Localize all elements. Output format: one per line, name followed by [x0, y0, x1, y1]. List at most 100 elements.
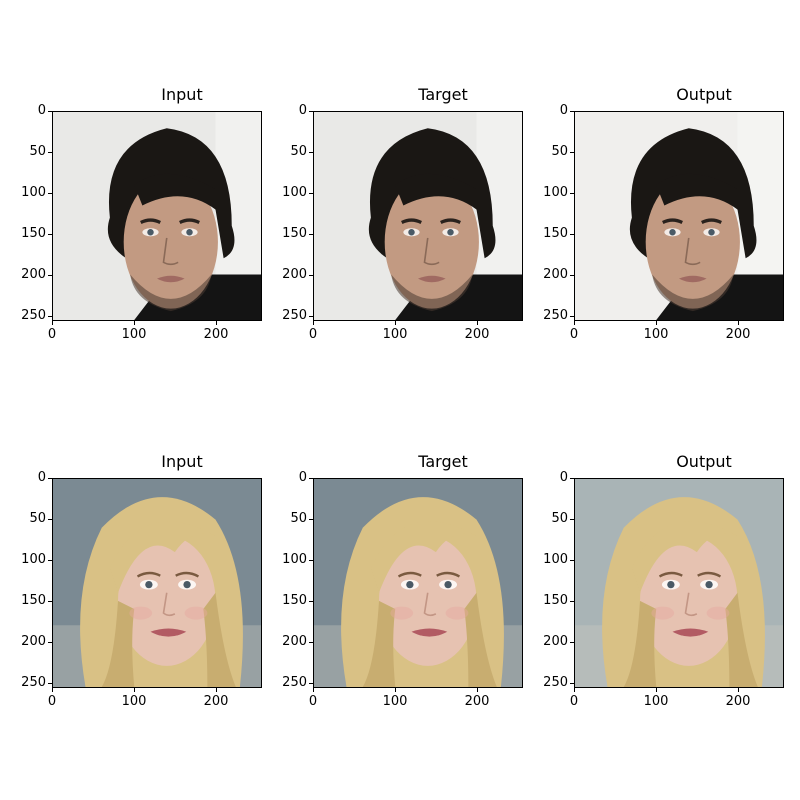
- y-tick-mark: [570, 111, 574, 112]
- x-tick-label: 200: [203, 327, 229, 342]
- y-tick-label: 50: [551, 144, 568, 160]
- x-tick-label: 0: [308, 694, 318, 709]
- panel-r2-target: Target 0 50 100 150 200 250 0 100 200: [282, 452, 573, 748]
- y-tick-mark: [48, 642, 52, 644]
- x-tick-mark: [477, 688, 479, 692]
- y-tick-mark: [570, 560, 574, 562]
- y-tick-mark: [309, 478, 313, 479]
- y-tick-mark: [570, 234, 574, 236]
- y-tick-mark: [309, 111, 313, 112]
- y-tick-label: 250: [282, 675, 307, 691]
- x-tick-label: 100: [382, 327, 408, 342]
- panel-r1-input: Input 0 50 100 150 200 250 0 100 200: [21, 85, 312, 381]
- x-tick-label: 100: [121, 694, 147, 709]
- y-tick-mark: [48, 275, 52, 277]
- y-tick-mark: [48, 234, 52, 236]
- x-tick-label: 100: [382, 694, 408, 709]
- y-tick-mark: [48, 683, 52, 685]
- y-tick-label: 200: [282, 267, 307, 283]
- y-tick-label: 250: [21, 675, 46, 691]
- y-tick-label: 50: [290, 144, 307, 160]
- x-tick-mark: [477, 321, 479, 325]
- y-tick-mark: [48, 560, 52, 562]
- panel-title: Target: [418, 85, 468, 104]
- y-tick-label: 0: [298, 103, 307, 118]
- y-tick-mark: [48, 519, 52, 521]
- y-tick-mark: [570, 642, 574, 644]
- y-tick-label: 100: [282, 552, 307, 568]
- y-tick-label: 0: [298, 470, 307, 485]
- x-tick-label: 200: [725, 327, 751, 342]
- man-face-image: [574, 111, 784, 321]
- y-tick-label: 0: [559, 470, 568, 485]
- x-tick-mark: [52, 688, 53, 692]
- y-tick-label: 250: [543, 308, 568, 324]
- x-tick-label: 200: [725, 694, 751, 709]
- y-tick-label: 200: [543, 634, 568, 650]
- x-tick-mark: [216, 321, 218, 325]
- x-tick-mark: [738, 321, 740, 325]
- y-tick-mark: [309, 316, 313, 318]
- y-tick-mark: [309, 601, 313, 603]
- y-tick-label: 250: [21, 308, 46, 324]
- x-tick-mark: [574, 321, 575, 325]
- y-tick-mark: [309, 275, 313, 277]
- x-tick-mark: [738, 688, 740, 692]
- x-tick-label: 200: [464, 694, 490, 709]
- panel-r2-output: Output 0 50 100 150 200 250 0 100 200: [543, 452, 800, 748]
- y-tick-label: 0: [37, 470, 46, 485]
- y-tick-label: 150: [543, 226, 568, 242]
- man-face-image: [52, 111, 262, 321]
- x-tick-mark: [134, 688, 136, 692]
- x-tick-label: 0: [308, 327, 318, 342]
- y-tick-label: 250: [282, 308, 307, 324]
- y-tick-label: 150: [282, 226, 307, 242]
- x-tick-mark: [574, 688, 575, 692]
- y-tick-mark: [48, 111, 52, 112]
- x-tick-mark: [313, 688, 314, 692]
- y-tick-mark: [48, 316, 52, 318]
- y-tick-label: 50: [29, 144, 46, 160]
- y-tick-mark: [309, 519, 313, 521]
- x-tick-label: 100: [643, 327, 669, 342]
- y-tick-label: 0: [559, 103, 568, 118]
- y-tick-label: 150: [543, 593, 568, 609]
- y-tick-label: 250: [543, 675, 568, 691]
- y-tick-mark: [570, 193, 574, 195]
- y-tick-label: 200: [21, 267, 46, 283]
- x-tick-mark: [313, 321, 314, 325]
- y-tick-mark: [309, 152, 313, 154]
- x-tick-label: 100: [121, 327, 147, 342]
- y-tick-label: 50: [290, 511, 307, 527]
- panel-r1-output: Output 0 50 100 150 200 250 0 100 200: [543, 85, 800, 381]
- y-tick-label: 100: [543, 552, 568, 568]
- y-tick-mark: [309, 234, 313, 236]
- x-tick-mark: [656, 321, 658, 325]
- woman-face-image: [574, 478, 784, 688]
- y-tick-mark: [570, 152, 574, 154]
- y-tick-mark: [570, 316, 574, 318]
- y-tick-label: 200: [21, 634, 46, 650]
- y-tick-mark: [309, 193, 313, 195]
- panel-title: Input: [161, 85, 203, 104]
- y-tick-label: 0: [37, 103, 46, 118]
- x-tick-mark: [216, 688, 218, 692]
- panel-r1-target: Target 0 50 100 150 200 250 0 100 200: [282, 85, 573, 381]
- panel-r2-input: Input 0 50 100 150 200 250 0 100 200: [21, 452, 312, 748]
- y-tick-mark: [570, 601, 574, 603]
- y-tick-mark: [48, 152, 52, 154]
- x-tick-label: 0: [569, 327, 579, 342]
- x-tick-mark: [134, 321, 136, 325]
- man-face-image: [313, 111, 523, 321]
- panel-title: Output: [676, 85, 732, 104]
- y-tick-label: 200: [543, 267, 568, 283]
- y-tick-label: 100: [21, 185, 46, 201]
- y-tick-label: 150: [282, 593, 307, 609]
- y-tick-mark: [570, 519, 574, 521]
- y-tick-mark: [309, 683, 313, 685]
- y-tick-label: 50: [551, 511, 568, 527]
- y-tick-label: 50: [29, 511, 46, 527]
- y-tick-label: 150: [21, 226, 46, 242]
- woman-face-image: [52, 478, 262, 688]
- x-tick-mark: [395, 688, 397, 692]
